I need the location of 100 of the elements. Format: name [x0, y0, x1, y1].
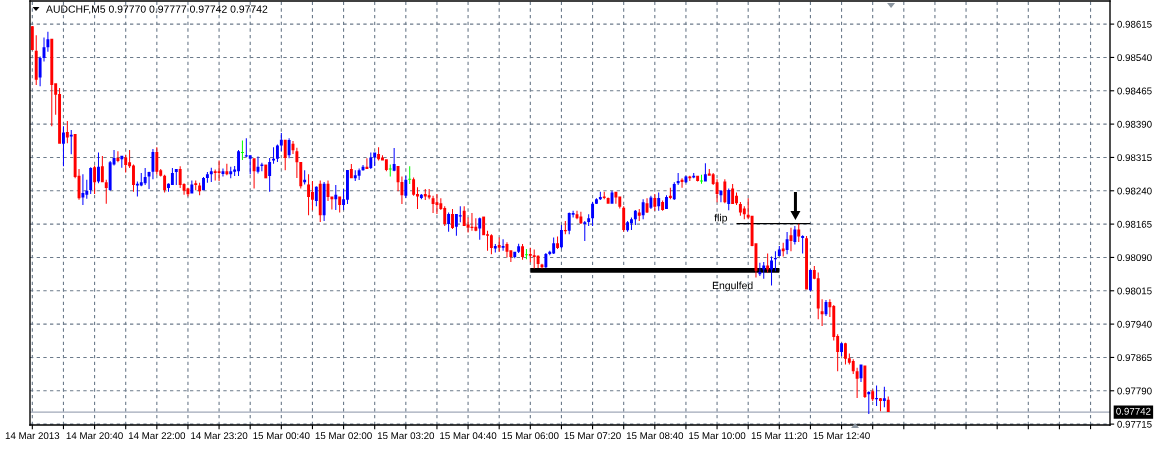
candlestick: [766, 253, 770, 273]
y-tick-label: 0.97940: [1117, 320, 1152, 328]
candlestick: [875, 385, 879, 406]
candlestick: [672, 182, 676, 201]
candlestick: [384, 159, 388, 172]
candlestick: [69, 129, 73, 155]
candlestick: [552, 237, 556, 254]
candlestick: [758, 262, 762, 277]
x-tick-label: 15 Mar 04:40: [440, 432, 497, 440]
candlestick: [287, 138, 291, 159]
candlestick: [808, 269, 812, 292]
y-tick-label: 0.98615: [1117, 20, 1152, 28]
x-tick-label: 15 Mar 06:00: [502, 432, 559, 440]
candlestick: [626, 221, 630, 232]
candlestick: [781, 242, 785, 257]
candlestick: [614, 191, 618, 204]
candlestick: [801, 235, 805, 254]
candlestick: [886, 396, 890, 413]
candlestick: [867, 391, 871, 414]
candlestick: [272, 147, 275, 164]
candlestick: [521, 244, 524, 260]
candlestick: [252, 158, 256, 189]
candlestick: [770, 256, 773, 286]
candlestick: [303, 170, 307, 185]
candlestick: [773, 251, 777, 272]
candlestick: [307, 174, 311, 216]
candlestick: [567, 212, 571, 235]
candlestick: [517, 243, 521, 253]
candlestick: [633, 209, 637, 225]
x-tick-label: 15 Mar 07:20: [564, 432, 621, 440]
candlestick: [353, 170, 357, 181]
candlestick: [587, 214, 591, 226]
y-tick-label: 0.98240: [1117, 187, 1152, 195]
candlestick: [275, 144, 279, 162]
candlestick: [723, 179, 727, 204]
candlestick: [793, 225, 797, 245]
y-tick-label: 0.97715: [1117, 420, 1152, 428]
x-tick-label: 15 Mar 02:00: [315, 432, 372, 440]
candlestick: [404, 175, 408, 198]
candlestick: [559, 225, 563, 249]
candlestick: [630, 217, 633, 230]
candlestick: [879, 397, 882, 412]
candlestick: [641, 199, 645, 220]
candlestick: [143, 168, 147, 185]
candlestick: [338, 196, 342, 213]
candlestick: [388, 164, 392, 177]
candlestick: [478, 217, 482, 240]
candlestick: [279, 133, 283, 152]
candlestick: [489, 234, 493, 255]
candlestick: [665, 195, 668, 209]
candlestick: [777, 245, 781, 257]
candlestick: [668, 187, 672, 200]
candlestick: [583, 221, 587, 241]
y-tick-label: 0.98015: [1117, 287, 1152, 295]
candlestick: [365, 158, 369, 169]
candlestick: [50, 38, 54, 127]
candlestick: [155, 147, 159, 175]
candlestick: [840, 342, 844, 357]
candlestick: [497, 237, 501, 252]
candlestick: [785, 232, 789, 255]
x-tick-label: 14 Mar 2013: [5, 432, 60, 440]
candlestick: [392, 148, 396, 172]
candlestick: [661, 200, 665, 211]
candlestick: [38, 56, 42, 87]
x-tick-label: 15 Mar 12:40: [813, 432, 870, 440]
candlestick: [738, 201, 742, 216]
candlestick: [299, 161, 303, 189]
candlestick: [124, 154, 128, 173]
candlestick: [97, 152, 100, 184]
candlestick: [186, 187, 190, 197]
candlestick: [871, 389, 875, 401]
candlestick: [649, 195, 653, 209]
x-tick-label: 15 Mar 10:00: [689, 432, 746, 440]
candlestick: [882, 386, 886, 408]
candlestick: [357, 168, 361, 181]
candlestick: [719, 189, 723, 203]
candlestick: [229, 166, 233, 179]
candlestick: [820, 299, 824, 326]
candlestick: [65, 121, 69, 144]
candlestick: [863, 365, 867, 398]
y-tick-label: 0.98465: [1117, 87, 1152, 95]
candlestick: [116, 151, 120, 163]
candlestick: [606, 197, 610, 204]
x-tick-label: 15 Mar 00:40: [253, 432, 310, 440]
x-tick-label: 14 Mar 22:00: [128, 432, 186, 440]
candlestick: [268, 157, 272, 192]
candlestick: [408, 166, 412, 185]
candlestick: [762, 261, 766, 279]
candlestick: [89, 167, 93, 194]
candlestick: [855, 367, 859, 398]
y-tick-label: 0.98090: [1117, 254, 1152, 262]
candlestick: [431, 195, 435, 213]
x-tick-label: 14 Mar 20:40: [66, 432, 123, 440]
y-tick-label: 0.98165: [1117, 220, 1152, 228]
candlestick: [618, 196, 622, 209]
candlestick: [209, 167, 213, 182]
chart-title: AUDCHF,M5 0.97770 0.97777 0.97742 0.97742: [46, 5, 268, 15]
y-tick-label: 0.97865: [1117, 354, 1152, 362]
candlestick: [202, 177, 205, 191]
candlestick: [532, 249, 536, 269]
